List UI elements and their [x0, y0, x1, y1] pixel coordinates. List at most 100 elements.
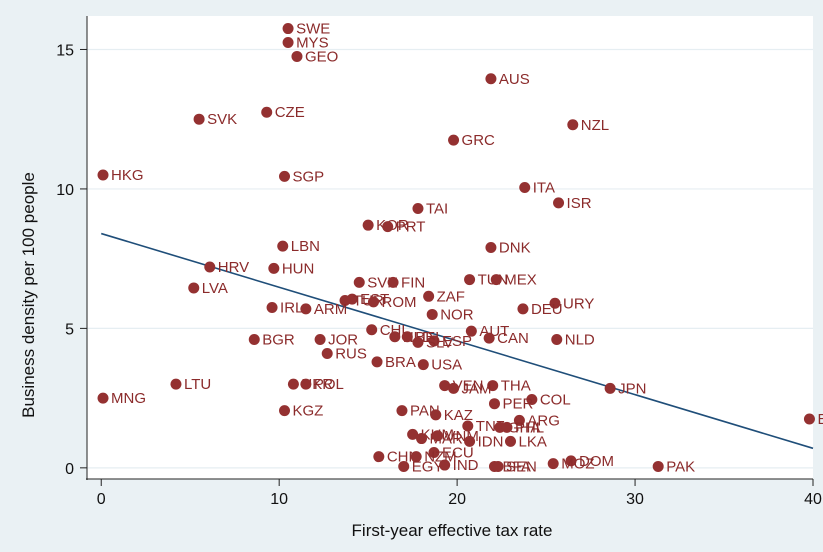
data-point	[604, 382, 616, 394]
point-label: SGP	[293, 168, 325, 185]
point-label: KAZ	[444, 407, 473, 424]
point-label: IDN	[478, 433, 504, 450]
data-point	[97, 392, 109, 404]
point-label: CHL	[380, 322, 410, 339]
data-point	[485, 73, 497, 85]
data-point	[321, 347, 333, 359]
y-axis-label: Business density per 100 people	[19, 172, 38, 418]
data-point	[291, 50, 303, 62]
point-label: IND	[453, 457, 479, 474]
data-point	[407, 428, 419, 440]
point-label: DEU	[531, 301, 563, 318]
point-label: CHN	[387, 449, 420, 466]
data-point	[339, 294, 351, 306]
data-point	[300, 378, 312, 390]
data-point	[282, 36, 294, 48]
point-label: SLV	[426, 334, 453, 351]
data-point	[553, 197, 565, 209]
data-point	[462, 420, 474, 432]
data-point	[439, 459, 451, 471]
point-label: CZE	[275, 104, 305, 121]
data-point	[277, 240, 289, 252]
data-point	[448, 382, 460, 394]
data-point	[389, 331, 401, 343]
data-point	[490, 274, 502, 286]
data-point	[314, 334, 326, 346]
data-point	[426, 308, 438, 320]
data-point	[464, 274, 476, 286]
point-label: DOM	[579, 453, 614, 470]
point-label: MNG	[111, 390, 146, 407]
data-point	[448, 134, 460, 146]
data-point	[501, 421, 513, 433]
data-point	[97, 169, 109, 181]
point-label: PHL	[515, 419, 544, 436]
data-point	[188, 282, 200, 294]
point-label: BFA	[502, 458, 530, 475]
data-point	[300, 303, 312, 315]
data-point	[279, 405, 291, 417]
data-point	[410, 451, 422, 463]
point-label: ZAF	[437, 288, 465, 305]
point-label: BRA	[385, 354, 416, 371]
point-label: SWE	[296, 21, 330, 38]
data-point	[526, 394, 538, 406]
point-label: FIN	[401, 274, 425, 291]
data-point	[428, 447, 440, 459]
data-point	[487, 380, 499, 392]
point-label: LVA	[202, 280, 228, 297]
data-point	[483, 332, 495, 344]
point-label: USA	[431, 357, 462, 374]
point-label: HUN	[282, 260, 315, 277]
data-point	[193, 113, 205, 125]
point-label: ESP	[442, 333, 472, 350]
point-label: MYS	[296, 34, 329, 51]
point-label: ARM	[314, 301, 347, 318]
data-point	[505, 435, 516, 447]
point-label: ECU	[442, 445, 474, 462]
data-point	[432, 430, 444, 442]
x-tick-label: 30	[626, 491, 644, 508]
data-point	[465, 325, 477, 337]
data-point	[362, 219, 374, 231]
data-point	[417, 359, 429, 371]
point-label: MOZ	[561, 456, 594, 473]
data-point	[398, 460, 410, 472]
data-point	[430, 409, 442, 421]
y-tick-label: 5	[65, 321, 74, 338]
data-point	[373, 451, 385, 463]
point-label: ARG	[527, 412, 560, 429]
data-point	[371, 356, 383, 368]
data-point	[565, 455, 577, 467]
data-point	[488, 398, 500, 410]
data-point	[367, 296, 379, 308]
data-point	[279, 170, 291, 182]
data-point	[416, 433, 428, 445]
data-point	[412, 336, 424, 348]
data-point	[492, 460, 504, 472]
point-label: GEO	[305, 48, 338, 65]
data-point	[387, 276, 399, 288]
x-tick-label: 20	[448, 491, 466, 508]
data-point	[287, 378, 299, 390]
point-label: DNK	[499, 240, 531, 257]
point-label: PRT	[396, 219, 426, 236]
axes: 0 5 10 15 0 10 20 30 40	[56, 16, 822, 508]
data-point	[366, 324, 378, 336]
data-point	[204, 261, 216, 273]
data-point	[266, 301, 278, 313]
point-label: COL	[540, 392, 571, 409]
data-point	[567, 119, 579, 131]
x-tick-label: 40	[804, 491, 822, 508]
point-label: LKA	[519, 433, 547, 450]
data-point	[170, 378, 182, 390]
point-label: URY	[563, 295, 594, 312]
point-label: NOR	[440, 306, 474, 323]
point-label: NLD	[565, 332, 595, 349]
data-point	[353, 276, 365, 288]
data-point	[485, 242, 497, 253]
fit-line-group	[101, 232, 814, 450]
